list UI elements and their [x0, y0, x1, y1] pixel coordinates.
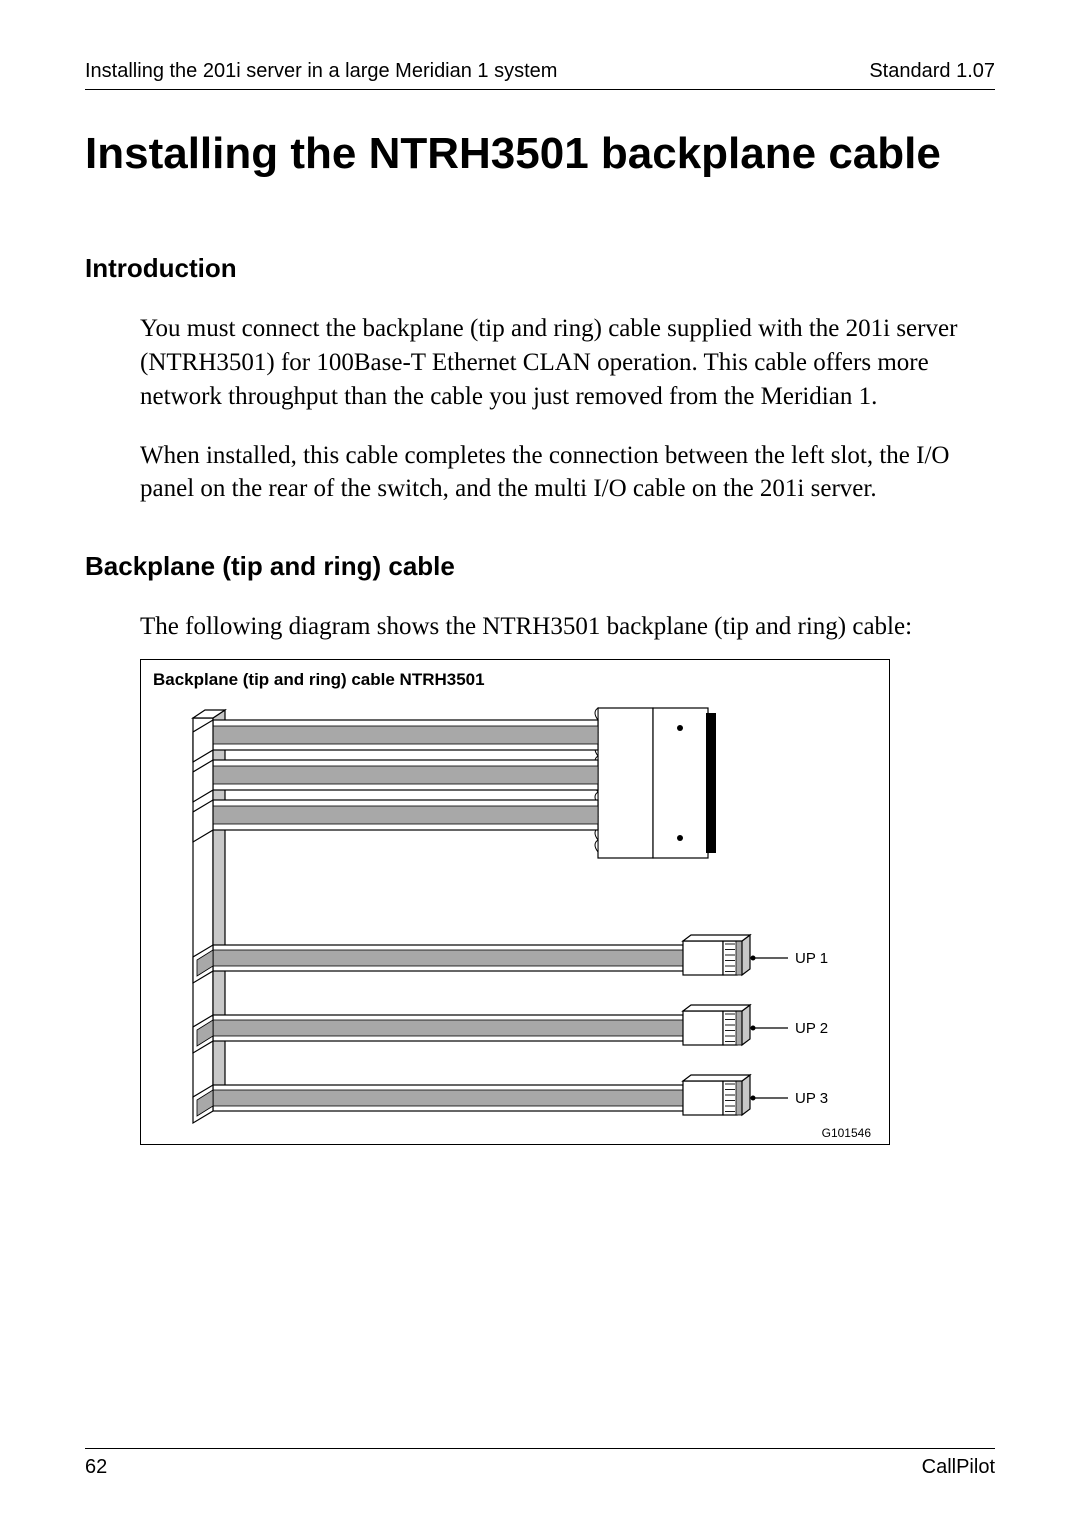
- header-left: Installing the 201i server in a large Me…: [85, 60, 557, 83]
- svg-text:UP 1: UP 1: [795, 950, 828, 967]
- footer-product: CallPilot: [922, 1456, 995, 1479]
- cable-paragraph-1: The following diagram shows the NTRH3501…: [140, 610, 990, 644]
- diagram-frame: Backplane (tip and ring) cable NTRH3501 …: [140, 659, 890, 1145]
- section-heading-introduction: Introduction: [85, 253, 995, 284]
- intro-paragraph-1: You must connect the backplane (tip and …: [140, 312, 990, 413]
- header-right: Standard 1.07: [869, 60, 995, 83]
- footer-page-number: 62: [85, 1456, 107, 1479]
- running-footer: 62 CallPilot: [85, 1456, 995, 1479]
- section-heading-cable: Backplane (tip and ring) cable: [85, 551, 995, 582]
- diagram-title: Backplane (tip and ring) cable NTRH3501: [153, 670, 877, 690]
- cable-diagram-svg: UP 1 UP 2 UP 3: [153, 698, 873, 1138]
- diagram-container: Backplane (tip and ring) cable NTRH3501 …: [140, 659, 890, 1145]
- svg-text:UP 2: UP 2: [795, 1020, 828, 1037]
- intro-paragraph-2: When installed, this cable completes the…: [140, 439, 990, 507]
- running-header: Installing the 201i server in a large Me…: [85, 60, 995, 90]
- svg-text:UP 3: UP 3: [795, 1090, 828, 1107]
- page: Installing the 201i server in a large Me…: [0, 0, 1080, 1529]
- page-title: Installing the NTRH3501 backplane cable: [85, 130, 995, 178]
- footer-rule: [85, 1448, 995, 1449]
- diagram-reference-id: G101546: [822, 1126, 871, 1140]
